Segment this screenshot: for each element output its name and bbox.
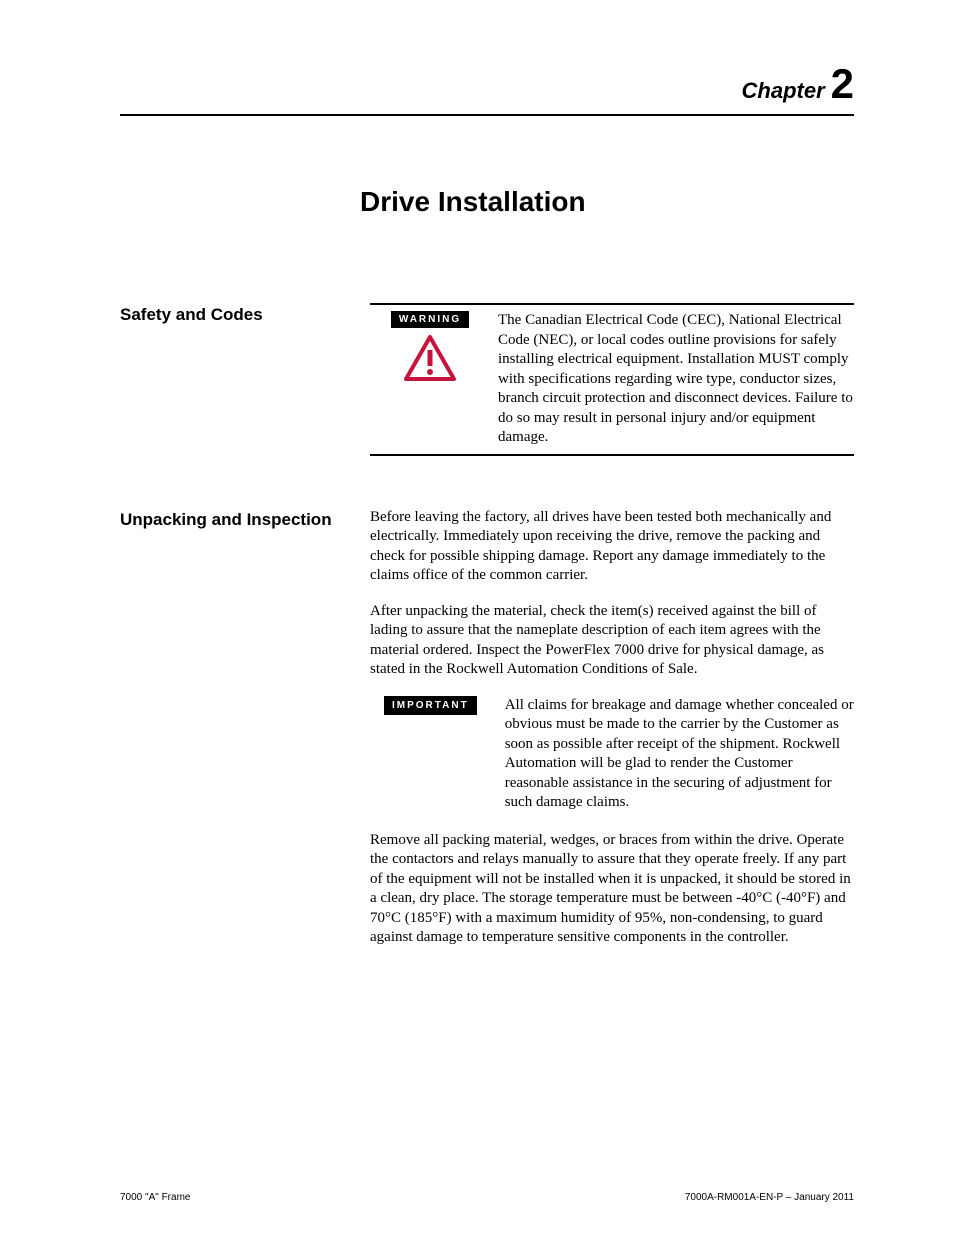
chapter-header: Chapter2 <box>120 60 854 108</box>
chapter-number: 2 <box>831 60 854 107</box>
warning-triangle-icon <box>403 334 457 389</box>
page: Chapter2 Drive Installation Safety and C… <box>0 0 954 1235</box>
footer-left: 7000 "A" Frame <box>120 1192 190 1203</box>
footer-right: 7000A-RM001A-EN-P – January 2011 <box>685 1192 854 1203</box>
important-callout: IMPORTANT All claims for breakage and da… <box>370 696 854 813</box>
unpacking-p1: Before leaving the factory, all drives h… <box>370 508 854 586</box>
warning-text: The Canadian Electrical Code (CEC), Nati… <box>490 311 854 448</box>
warning-callout: WARNING The Canadian Electrical Code (CE… <box>370 303 854 456</box>
important-text: All claims for breakage and damage wheth… <box>477 696 854 813</box>
header-rule <box>120 114 854 116</box>
warning-badge: WARNING <box>391 311 469 328</box>
unpacking-p2: After unpacking the material, check the … <box>370 602 854 680</box>
body-safety: WARNING The Canadian Electrical Code (CE… <box>370 303 854 468</box>
heading-safety: Safety and Codes <box>120 303 370 325</box>
section-safety: Safety and Codes WARNING The Canadian El… <box>120 303 854 468</box>
body-unpacking: Before leaving the factory, all drives h… <box>370 508 854 964</box>
chapter-label: Chapter <box>742 78 825 103</box>
important-badge: IMPORTANT <box>384 696 477 715</box>
unpacking-p3: Remove all packing material, wedges, or … <box>370 831 854 948</box>
footer: 7000 "A" Frame 7000A-RM001A-EN-P – Janua… <box>120 1192 854 1203</box>
page-title: Drive Installation <box>360 186 854 218</box>
warning-side: WARNING <box>370 311 490 389</box>
heading-unpacking: Unpacking and Inspection <box>120 508 370 530</box>
section-unpacking: Unpacking and Inspection Before leaving … <box>120 508 854 964</box>
